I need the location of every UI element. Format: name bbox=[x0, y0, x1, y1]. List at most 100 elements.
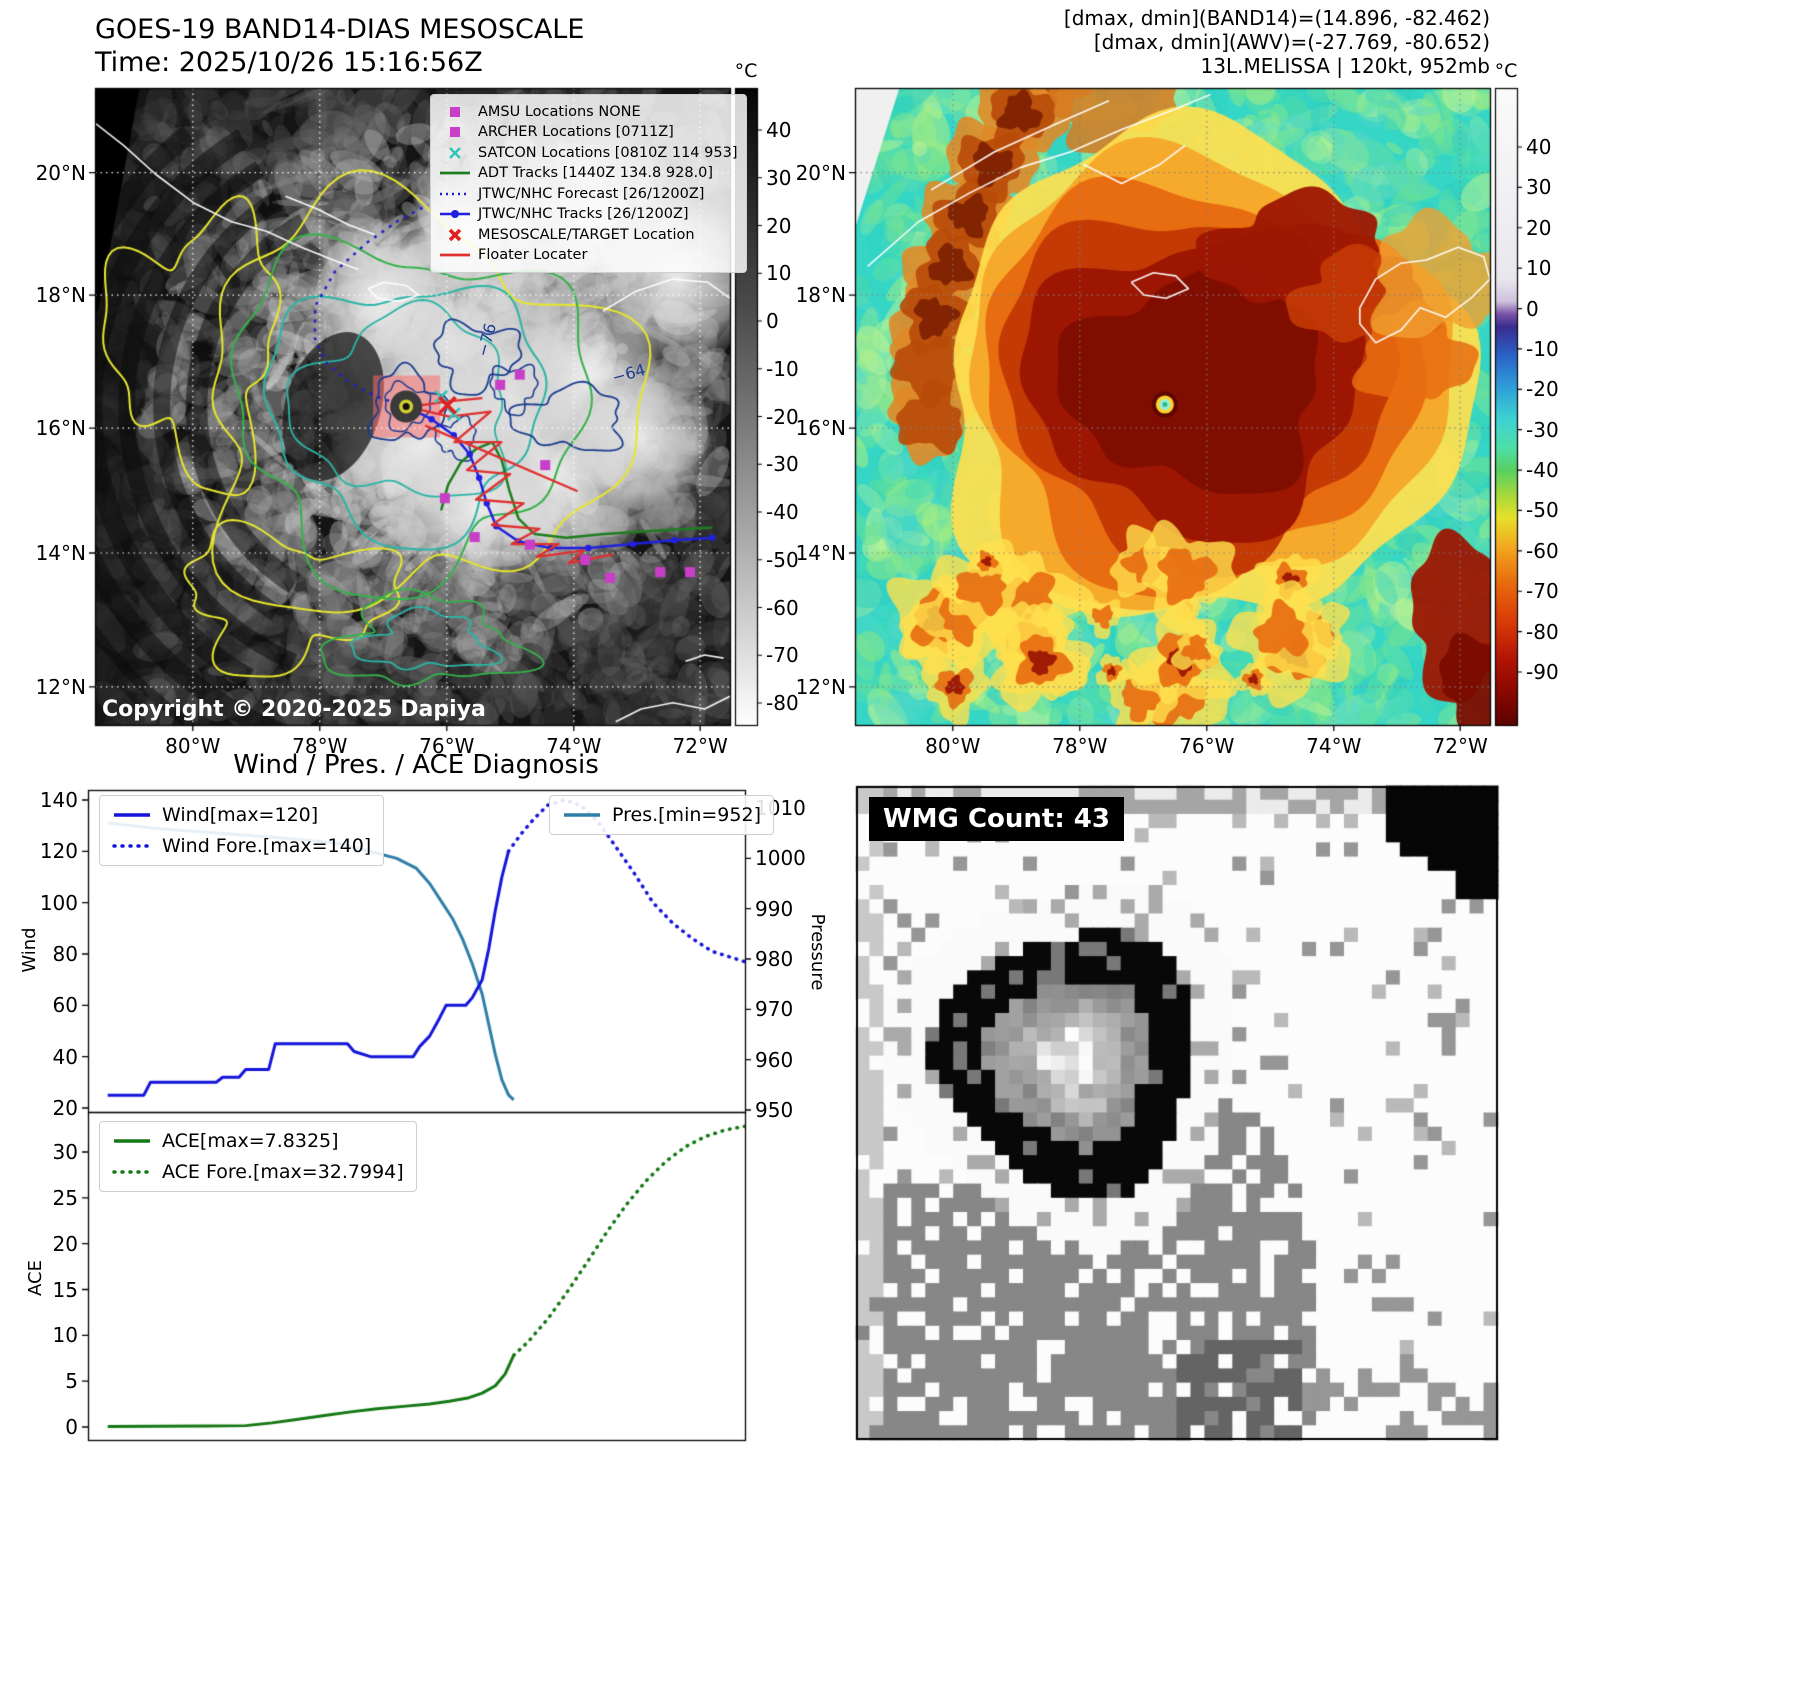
legend-item: ARCHER Locations [0711Z] bbox=[438, 123, 737, 142]
dotted-line-icon bbox=[112, 844, 152, 848]
map2-y-tick: 16°N bbox=[795, 416, 846, 441]
map2-x-tick: 72°W bbox=[1432, 734, 1488, 758]
chart-legend: Pres.[min=952] bbox=[549, 795, 774, 835]
chart-legend: Wind[max=120] Wind Fore.[max=140] bbox=[99, 795, 385, 866]
wmg-count-label: WMG Count: 43 bbox=[869, 797, 1124, 841]
map1-x-tick: 76°W bbox=[419, 734, 475, 758]
map1-y-tick: 20°N bbox=[35, 160, 86, 185]
legend-label: Floater Locater bbox=[478, 247, 588, 263]
map1-x-tick: 80°W bbox=[165, 734, 221, 758]
band14-colorbar-tick: -20 bbox=[766, 404, 799, 429]
band14-colorbar-tick: -50 bbox=[766, 547, 799, 572]
band14-colorbar-tick: -60 bbox=[766, 595, 799, 620]
legend-item: JTWC/NHC Forecast [26/1200Z] bbox=[438, 184, 737, 203]
line-legend-marker-icon bbox=[440, 253, 470, 257]
wind-axis-label: Wind bbox=[19, 927, 40, 973]
map2-x-tick: 80°W bbox=[925, 734, 981, 758]
band14-colorbar-tick: -80 bbox=[766, 691, 799, 715]
pressure-tick: 1000 bbox=[755, 846, 806, 871]
pressure-axis-label: Pressure bbox=[807, 913, 828, 991]
wind-tick: 60 bbox=[52, 993, 78, 1018]
map1-x-tick: 74°W bbox=[546, 734, 602, 758]
legend-label: AMSU Locations NONE bbox=[478, 103, 641, 120]
square-legend-marker-icon bbox=[450, 127, 460, 137]
ace-tick: 25 bbox=[52, 1185, 78, 1210]
legend-label: MESOSCALE/TARGET Location bbox=[478, 226, 695, 243]
awv-colorbar-tick: -40 bbox=[1526, 458, 1559, 483]
legend-item: Floater Locater bbox=[438, 246, 737, 265]
awv-colorbar-tick: -70 bbox=[1526, 579, 1559, 604]
band14-title: GOES-19 BAND14-DIAS MESOSCALE bbox=[95, 14, 585, 45]
pressure-tick: 970 bbox=[755, 997, 794, 1022]
awv-colorbar-tick: -80 bbox=[1526, 619, 1559, 644]
band14-colorbar-tick: 30 bbox=[766, 165, 792, 190]
dotted-legend-marker-icon bbox=[440, 192, 470, 195]
band14-colorbar-tick: -40 bbox=[766, 500, 799, 524]
legend-item: MESOSCALE/TARGET Location bbox=[438, 225, 737, 244]
pressure-tick: 980 bbox=[755, 947, 794, 971]
solid-line-icon bbox=[114, 1139, 150, 1143]
awv-colorbar-unit: °C bbox=[1494, 60, 1518, 82]
legend-item: ADT Tracks [1440Z 134.8 928.0] bbox=[438, 164, 737, 183]
ace-tick: 30 bbox=[52, 1140, 78, 1164]
legend-label: JTWC/NHC Tracks [26/1200Z] bbox=[478, 206, 689, 222]
diagnosis-title: Wind / Pres. / ACE Diagnosis bbox=[233, 750, 599, 780]
band14-colorbar-tick: 40 bbox=[766, 118, 792, 142]
awv-header-line2: [dmax, dmin](AWV)=(-27.769, -80.652) bbox=[1093, 30, 1490, 54]
band14-colorbar-tick: -30 bbox=[766, 452, 799, 477]
legend-item: JTWC/NHC Tracks [26/1200Z] bbox=[438, 205, 737, 224]
legend-label: ACE Fore.[max=32.7994] bbox=[162, 1161, 404, 1183]
ace-tick: 20 bbox=[52, 1231, 78, 1256]
band14-colorbar-tick: -70 bbox=[766, 643, 799, 668]
legend-label: ADT Tracks [1440Z 134.8 928.0] bbox=[478, 165, 714, 181]
copyright-text: Copyright © 2020-2025 Dapiya bbox=[102, 697, 486, 722]
legend-label: ARCHER Locations [0711Z] bbox=[478, 124, 674, 140]
map1-x-tick: 72°W bbox=[672, 734, 728, 758]
band14-colorbar-tick: 0 bbox=[766, 309, 779, 333]
band14-colorbar-unit: °C bbox=[734, 60, 758, 82]
solid-line-icon bbox=[564, 813, 600, 817]
wind-tick: 120 bbox=[39, 839, 78, 864]
band14-time-subtitle: Time: 2025/10/26 15:16:56Z bbox=[95, 47, 483, 78]
wind-tick: 80 bbox=[52, 942, 78, 966]
awv-colorbar-tick: 0 bbox=[1526, 296, 1539, 321]
solid-line-icon bbox=[114, 813, 150, 817]
legend-item: Wind Fore.[max=140] bbox=[112, 835, 371, 857]
pressure-tick: 960 bbox=[755, 1047, 794, 1072]
wind-tick: 140 bbox=[39, 788, 78, 812]
legend-label: Pres.[min=952] bbox=[612, 804, 761, 826]
awv-colorbar-tick: 40 bbox=[1526, 135, 1552, 159]
band14-colorbar-tick: 10 bbox=[766, 261, 792, 286]
map2-x-tick: 78°W bbox=[1052, 734, 1108, 758]
map2-y-tick: 12°N bbox=[795, 674, 846, 699]
legend-item: SATCON Locations [0810Z 114 953] bbox=[438, 143, 737, 162]
awv-colorbar-tick: -20 bbox=[1526, 377, 1559, 402]
ace-tick: 15 bbox=[52, 1277, 78, 1302]
pressure-tick: 990 bbox=[755, 896, 794, 921]
pressure-tick: 950 bbox=[755, 1098, 794, 1122]
x-bold-legend-marker-icon bbox=[448, 228, 462, 241]
awv-header-line1: [dmax, dmin](BAND14)=(14.896, -82.462) bbox=[1063, 6, 1490, 30]
legend-label: JTWC/NHC Forecast [26/1200Z] bbox=[478, 185, 705, 202]
map2-y-tick: 20°N bbox=[795, 160, 846, 185]
ace-tick: 0 bbox=[65, 1415, 78, 1439]
map2-x-tick: 76°W bbox=[1179, 734, 1235, 758]
legend-item: Pres.[min=952] bbox=[562, 804, 761, 826]
band14-colorbar-tick: 20 bbox=[766, 213, 792, 238]
map1-y-tick: 14°N bbox=[35, 541, 86, 565]
map1-x-tick: 78°W bbox=[292, 734, 348, 758]
x-legend-marker-icon bbox=[449, 146, 461, 159]
chart-legend: ACE[max=7.8325] ACE Fore.[max=32.7994] bbox=[99, 1121, 417, 1192]
line-legend-marker-icon bbox=[440, 171, 470, 175]
awv-colorbar-tick: -60 bbox=[1526, 538, 1559, 563]
legend-item: AMSU Locations NONE bbox=[438, 102, 737, 121]
map1-y-tick: 16°N bbox=[35, 416, 86, 441]
awv-colorbar-tick: -10 bbox=[1526, 336, 1559, 361]
ace-axis-label: ACE bbox=[25, 1260, 46, 1296]
legend-label: SATCON Locations [0810Z 114 953] bbox=[478, 144, 738, 161]
legend-label: ACE[max=7.8325] bbox=[162, 1130, 339, 1152]
legend-item: ACE Fore.[max=32.7994] bbox=[112, 1161, 404, 1183]
legend-label: Wind[max=120] bbox=[162, 804, 319, 826]
awv-colorbar-tick: 10 bbox=[1526, 256, 1552, 281]
